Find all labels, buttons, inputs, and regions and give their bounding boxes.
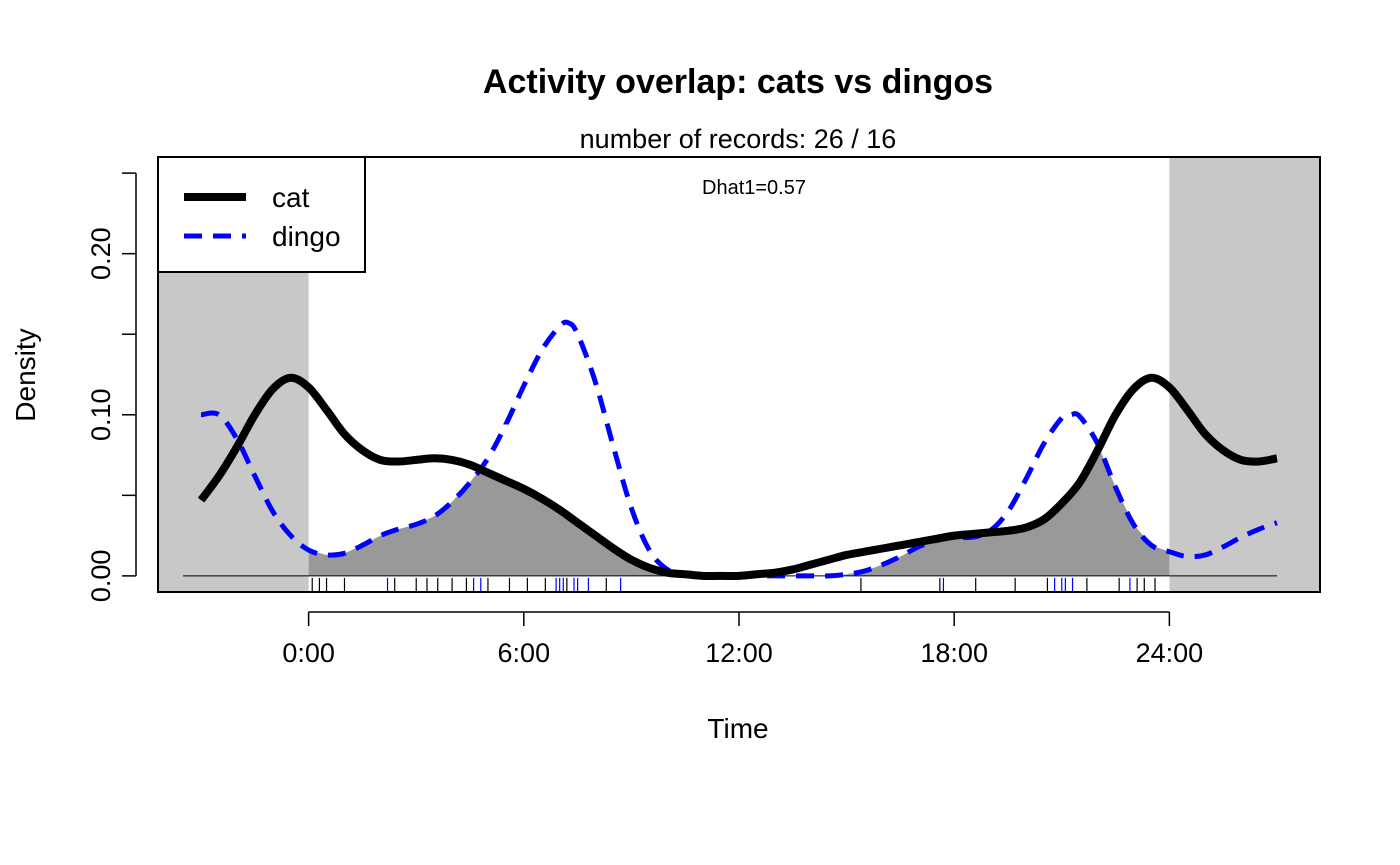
x-axis: 0:00 6:00 12:00 18:00 24:00 (282, 611, 1204, 668)
rug-marks (311, 577, 1156, 592)
overlap-annotation: Dhat1=0.57 (702, 177, 806, 199)
outside-day-shade-1 (1169, 157, 1320, 592)
y-tick-label-2: 0.10 (86, 388, 116, 441)
series-lines (197, 319, 1278, 581)
x-tick-label-3: 18:00 (920, 638, 988, 668)
chart-subtitle: number of records: 26 / 16 (580, 124, 897, 154)
x-tick-label-4: 24:00 (1136, 638, 1204, 668)
y-tick-label-4: 0.20 (86, 227, 116, 280)
legend-dingo-label: dingo (272, 221, 341, 252)
legend-cat-label: cat (272, 182, 310, 213)
y-tick-label-0: 0.00 (86, 550, 116, 603)
x-tick-label-2: 12:00 (705, 638, 773, 668)
plot-frame (157, 156, 1321, 593)
legend-box (157, 156, 366, 273)
legend: cat dingo (157, 156, 366, 273)
x-tick-label-1: 6:00 (498, 638, 551, 668)
y-axis-label: Density (10, 328, 41, 421)
x-axis-label: Time (707, 713, 768, 744)
y-axis: 0.00 0.10 0.20 (86, 172, 137, 603)
series-line-cat (197, 373, 1278, 581)
x-tick-label-0: 0:00 (282, 638, 335, 668)
chart-title: Activity overlap: cats vs dingos (483, 63, 993, 101)
overlap-area (308, 448, 1170, 576)
